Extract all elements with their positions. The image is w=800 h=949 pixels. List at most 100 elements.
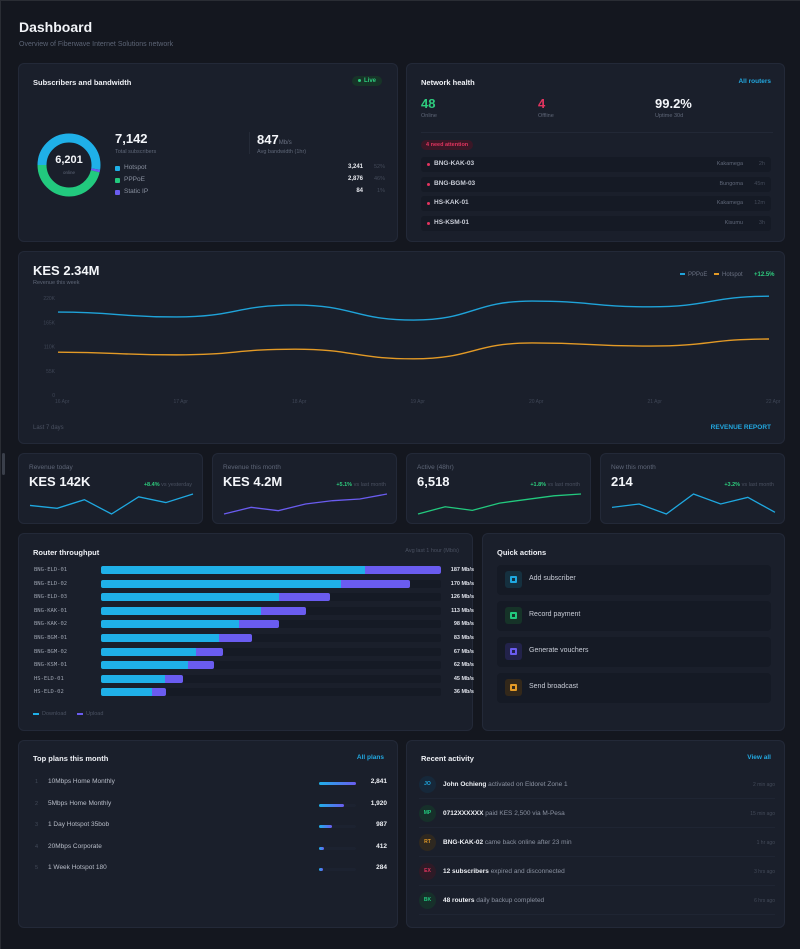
offline-stat: 4 Offline [538, 96, 554, 119]
quick-action-button[interactable]: Send broadcast [497, 673, 771, 703]
plan-share-bar [319, 846, 356, 850]
x-tick-label: 20 Apr [529, 399, 544, 405]
add-subscriber-icon [505, 571, 522, 588]
swatch-icon [115, 166, 120, 171]
breakdown-pct: 46% [373, 176, 385, 182]
card-title: Router throughput [33, 548, 100, 557]
x-tick-label: 22 Apr [766, 399, 781, 405]
router-name: BNG-KAK-02 [34, 621, 68, 628]
download-bar [101, 620, 240, 629]
router-row[interactable]: HS-KAK-01 Kakamega 12m [421, 196, 771, 211]
upload-bar [364, 566, 441, 574]
offline-dot-icon [427, 182, 430, 186]
plan-count: 2,841 [370, 778, 387, 785]
sparkline-path [417, 493, 582, 515]
activity-row[interactable]: RT BNG-KAK-02 came back online after 23 m… [419, 829, 775, 857]
plan-share-fill [319, 803, 344, 807]
all-plans-link[interactable]: All plans [356, 754, 384, 761]
plan-share-bar [319, 825, 356, 829]
throughput-track [101, 674, 441, 683]
y-tick-label: 55K [46, 369, 56, 375]
activity-time: 6 hrs ago [754, 898, 775, 904]
throughput-value: 83 Mb/s [453, 635, 474, 641]
upload-bar [341, 579, 411, 588]
breakdown-value: 2,876 [347, 176, 363, 182]
activity-row[interactable]: MP 0712XXXXXX paid KES 2,500 via M-Pesa 15… [419, 800, 775, 828]
router-downtime: 2h [758, 161, 765, 167]
breakdown-value: 3,241 [347, 164, 363, 170]
throughput-row: HS-ELD-02 36 Mb/s [34, 688, 474, 697]
throughput-value: 36 Mb/s [453, 689, 474, 696]
icon-glyph [510, 684, 517, 691]
throughput-value: 170 Mb/s [450, 580, 474, 587]
plan-count: 987 [376, 821, 387, 829]
sparkline-path [223, 493, 388, 515]
activity-row[interactable]: JO John Ochieng activated on Eldoret Zone… [419, 771, 775, 799]
upload-bar [164, 674, 183, 683]
network-health-card: Network health All routers 48 Online 4 Off… [406, 63, 785, 242]
all-routers-link[interactable]: All routers [738, 78, 771, 85]
offline-value: 4 [538, 96, 546, 111]
plan-row[interactable]: 5 1 Week Hotspot 180 284 [35, 864, 387, 876]
router-downtime: 3h [758, 219, 765, 226]
router-name: BNG-BGM-02 [34, 648, 68, 655]
plan-row[interactable]: 1 10Mbps Home Monthly 2,841 [35, 778, 387, 790]
throughput-value: 126 Mb/s [450, 594, 474, 601]
router-name: HS-ELD-01 [34, 675, 64, 682]
plan-name: 1 Week Hotspot 180 [48, 864, 107, 872]
activity-row[interactable]: EX 12 subscribers expired and disconnecte… [419, 858, 775, 886]
activity-row[interactable]: BK 48 routers daily backup completed 6 hrs… [419, 887, 775, 915]
download-bar [101, 674, 165, 683]
kpi-value: KES 4.2M [223, 474, 283, 489]
activity-text: 48 routers daily backup completed [443, 897, 544, 904]
throughput-value: 45 Mb/s [453, 675, 474, 682]
plan-row[interactable]: 4 20Mbps Corporate 412 [35, 843, 387, 855]
plan-row[interactable]: 3 1 Day Hotspot 35bob 987 [35, 821, 387, 833]
view-all-link[interactable]: View all [747, 754, 771, 761]
bandwidth-unit: Mb/s [278, 140, 292, 146]
kpi-card: Active (48hr) 6,518 +1.8% vs last month [406, 453, 591, 524]
card-title: Recent activity [421, 754, 474, 763]
scrollbar[interactable] [2, 453, 5, 475]
router-name: BNG-KAK-03 [434, 160, 475, 167]
series-line-hotspot [57, 338, 770, 360]
plan-name: 1 Day Hotspot 35bob [48, 821, 110, 829]
recent-activity-card: Recent activity View all JO John Ochieng … [406, 740, 785, 928]
x-tick-label: 19 Apr [411, 399, 426, 405]
activity-time: 3 hrs ago [754, 869, 775, 875]
activity-description: came back online after 23 min [483, 839, 572, 846]
throughput-value: 67 Mb/s [453, 648, 474, 655]
quick-action-label: Record payment [529, 611, 581, 618]
revenue-change: +12.5% [754, 272, 775, 278]
download-bar [101, 579, 341, 588]
live-badge: Live [351, 76, 382, 86]
router-row[interactable]: BNG-KAK-03 Kakamega 2h [421, 157, 771, 172]
router-name: BNG-ELD-01 [34, 567, 68, 573]
quick-action-button[interactable]: Record payment [497, 601, 771, 631]
uptime-value: 99.2% [655, 96, 692, 111]
throughput-row: BNG-BGM-02 67 Mb/s [34, 647, 474, 657]
kpi-delta-label: vs last month [547, 482, 580, 488]
bandwidth-stat: 847Mb/s [257, 131, 292, 149]
quick-action-button[interactable]: Generate vouchers [497, 637, 771, 667]
router-row[interactable]: HS-KSM-01 Kisumu 3h [421, 215, 771, 231]
divider [249, 132, 250, 154]
plan-rank: 5 [35, 865, 39, 872]
divider [421, 132, 773, 133]
breakdown-value: 84 [356, 188, 363, 194]
plan-share-fill [319, 782, 356, 785]
router-name: BNG-BGM-03 [434, 179, 476, 187]
kpi-sparkline [223, 493, 388, 515]
router-row[interactable]: BNG-BGM-03 Bungoma 45m [421, 176, 771, 192]
revenue-report-link[interactable]: REVENUE REPORT [710, 424, 771, 431]
kpi-title: Revenue today [29, 464, 73, 471]
breakdown-row: Static IP 84 1% [115, 188, 385, 198]
kpi-title: Active (48hr) [417, 464, 454, 471]
throughput-track [101, 579, 441, 588]
plan-row[interactable]: 2 5Mbps Home Monthly 1,920 [35, 800, 387, 812]
quick-action-button[interactable]: Add subscriber [497, 565, 771, 595]
kpi-delta: +5.1% vs last month [336, 482, 386, 488]
page-title: Dashboard [19, 19, 93, 35]
x-tick-label: 21 Apr [648, 399, 663, 405]
throughput-value: 113 Mb/s [451, 607, 474, 614]
